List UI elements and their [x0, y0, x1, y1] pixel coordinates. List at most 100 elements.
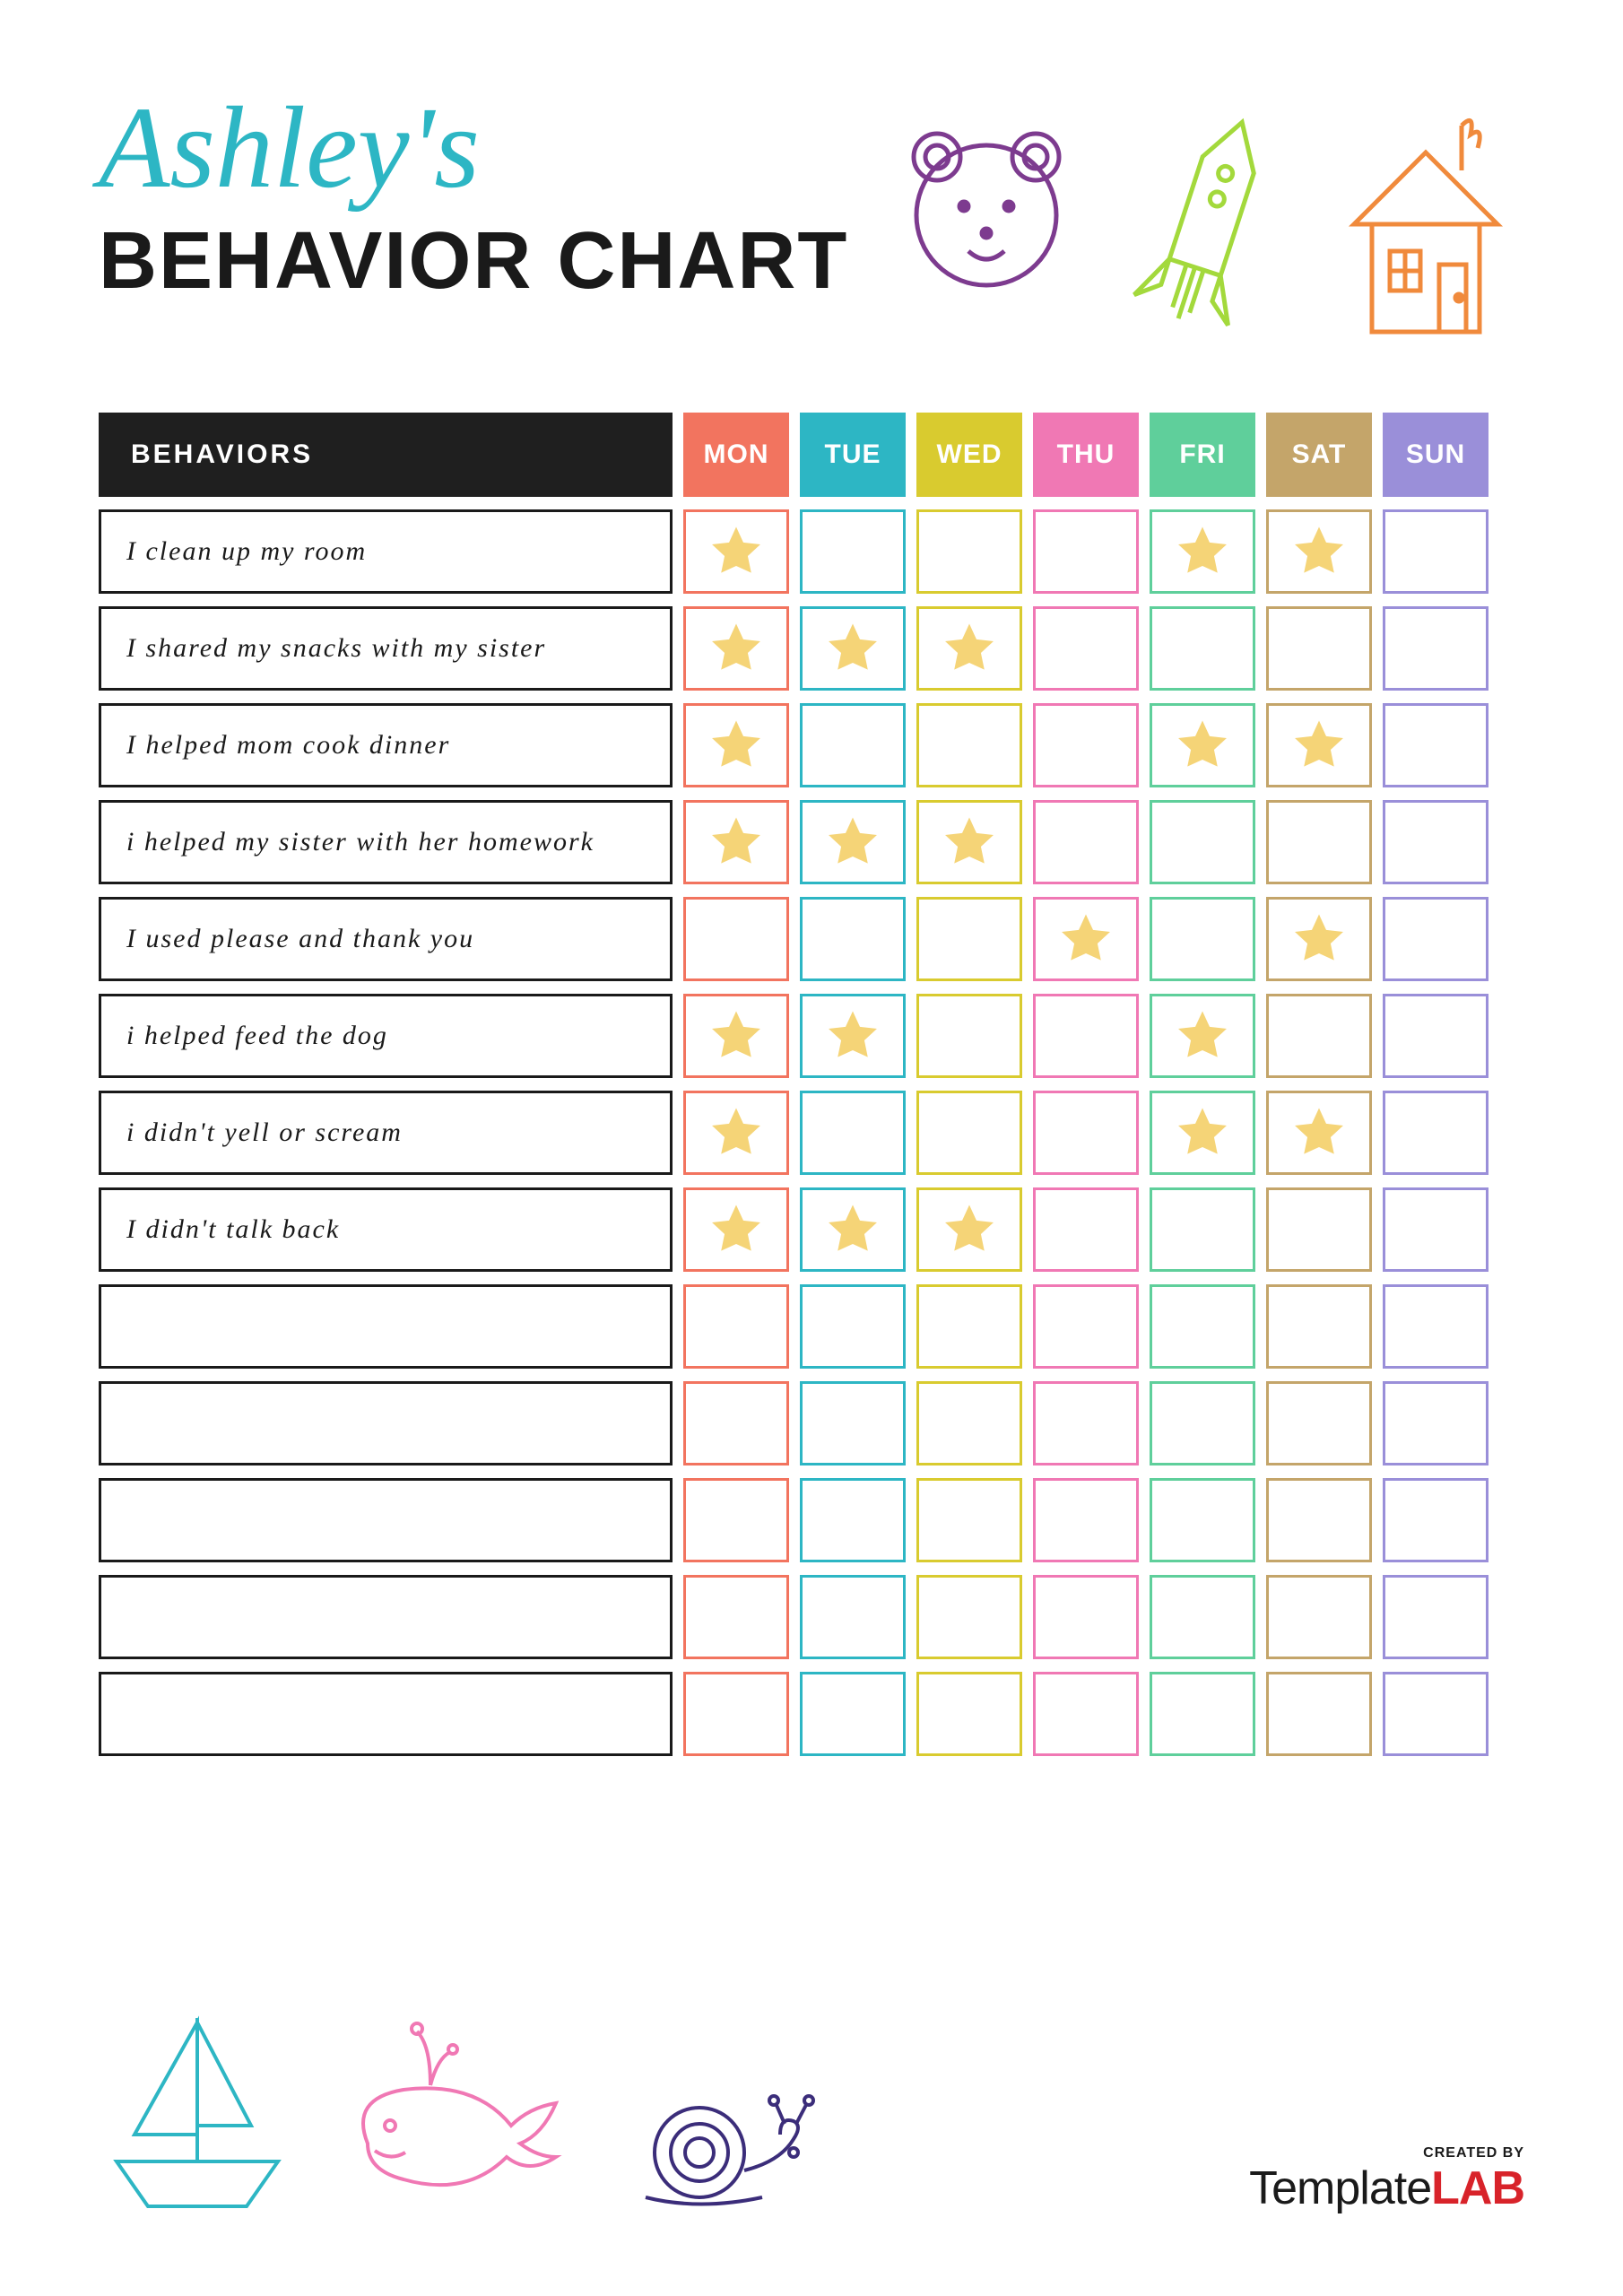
- day-cell[interactable]: [1033, 1672, 1139, 1756]
- day-cell[interactable]: [1383, 1091, 1488, 1175]
- day-cell[interactable]: [683, 1187, 789, 1272]
- day-cell[interactable]: [1266, 994, 1372, 1078]
- day-cell[interactable]: [1033, 1381, 1139, 1465]
- day-cell[interactable]: [1150, 1284, 1255, 1369]
- day-cell[interactable]: [1266, 1187, 1372, 1272]
- day-cell[interactable]: [683, 1284, 789, 1369]
- day-cell[interactable]: [683, 1381, 789, 1465]
- day-cell[interactable]: [1383, 1284, 1488, 1369]
- day-cell[interactable]: [683, 703, 789, 787]
- day-cell[interactable]: [1383, 897, 1488, 981]
- day-cell[interactable]: [1033, 897, 1139, 981]
- day-cell[interactable]: [683, 509, 789, 594]
- day-cell[interactable]: [800, 994, 906, 1078]
- day-cell[interactable]: [1266, 1284, 1372, 1369]
- day-cell[interactable]: [1266, 606, 1372, 691]
- day-cell[interactable]: [916, 994, 1022, 1078]
- day-cell[interactable]: [1033, 1091, 1139, 1175]
- day-cell[interactable]: [1150, 1672, 1255, 1756]
- day-cell[interactable]: [800, 800, 906, 884]
- day-cell[interactable]: [800, 509, 906, 594]
- day-cell[interactable]: [1266, 1478, 1372, 1562]
- day-cell[interactable]: [916, 1187, 1022, 1272]
- day-cell[interactable]: [1150, 800, 1255, 884]
- day-cell[interactable]: [1150, 509, 1255, 594]
- day-cell[interactable]: [683, 994, 789, 1078]
- day-cell[interactable]: [1033, 1187, 1139, 1272]
- day-cell[interactable]: [800, 606, 906, 691]
- child-name: Ashley's: [99, 90, 848, 206]
- day-cell[interactable]: [1266, 1575, 1372, 1659]
- day-cell[interactable]: [1266, 1381, 1372, 1465]
- behavior-label: I used please and thank you: [99, 897, 673, 981]
- day-cell[interactable]: [916, 1381, 1022, 1465]
- chart-title: BEHAVIOR CHART: [99, 215, 848, 308]
- behavior-row: I used please and thank you: [99, 897, 1524, 981]
- day-cell[interactable]: [1383, 1478, 1488, 1562]
- day-cell[interactable]: [800, 1672, 906, 1756]
- day-cell[interactable]: [800, 1381, 906, 1465]
- day-cell[interactable]: [1033, 800, 1139, 884]
- day-cell[interactable]: [1266, 1091, 1372, 1175]
- day-cell[interactable]: [916, 1284, 1022, 1369]
- day-cell[interactable]: [1266, 1672, 1372, 1756]
- day-cell[interactable]: [800, 1478, 906, 1562]
- day-cell[interactable]: [800, 1187, 906, 1272]
- day-cell[interactable]: [1266, 800, 1372, 884]
- day-cell[interactable]: [683, 1575, 789, 1659]
- day-cell[interactable]: [916, 897, 1022, 981]
- day-cell[interactable]: [683, 1091, 789, 1175]
- day-cell[interactable]: [1033, 1575, 1139, 1659]
- day-cell[interactable]: [800, 703, 906, 787]
- day-cell[interactable]: [1266, 703, 1372, 787]
- day-cell[interactable]: [916, 703, 1022, 787]
- star-icon: [823, 619, 882, 678]
- day-cell[interactable]: [1033, 1478, 1139, 1562]
- day-cell[interactable]: [683, 1478, 789, 1562]
- day-cell[interactable]: [1150, 1381, 1255, 1465]
- day-cell[interactable]: [1266, 897, 1372, 981]
- day-cell[interactable]: [1383, 800, 1488, 884]
- day-cell[interactable]: [1150, 1187, 1255, 1272]
- day-cell[interactable]: [683, 897, 789, 981]
- day-cell[interactable]: [1383, 509, 1488, 594]
- behavior-label: I shared my snacks with my sister: [99, 606, 673, 691]
- day-cell[interactable]: [683, 800, 789, 884]
- day-cell[interactable]: [1150, 1478, 1255, 1562]
- day-cell[interactable]: [1033, 606, 1139, 691]
- day-cell[interactable]: [916, 509, 1022, 594]
- day-cell[interactable]: [916, 1575, 1022, 1659]
- behaviors-header: BEHAVIORS: [99, 413, 673, 497]
- behavior-label: [99, 1284, 673, 1369]
- day-cell[interactable]: [683, 606, 789, 691]
- day-cell[interactable]: [916, 800, 1022, 884]
- day-cell[interactable]: [800, 897, 906, 981]
- day-cell[interactable]: [916, 606, 1022, 691]
- day-cell[interactable]: [1266, 509, 1372, 594]
- day-cell[interactable]: [1150, 703, 1255, 787]
- day-cell[interactable]: [1383, 606, 1488, 691]
- day-cell[interactable]: [1150, 606, 1255, 691]
- day-cell[interactable]: [1383, 994, 1488, 1078]
- day-cell[interactable]: [1033, 994, 1139, 1078]
- day-cell[interactable]: [800, 1575, 906, 1659]
- day-cell[interactable]: [1150, 1575, 1255, 1659]
- day-cell[interactable]: [1033, 1284, 1139, 1369]
- day-cell[interactable]: [916, 1091, 1022, 1175]
- day-cell[interactable]: [1383, 703, 1488, 787]
- day-cell[interactable]: [1383, 1381, 1488, 1465]
- day-cell[interactable]: [800, 1091, 906, 1175]
- day-cell[interactable]: [1150, 1091, 1255, 1175]
- day-cell[interactable]: [1033, 509, 1139, 594]
- day-cell[interactable]: [1033, 703, 1139, 787]
- star-icon: [707, 522, 766, 581]
- day-cell[interactable]: [916, 1478, 1022, 1562]
- day-cell[interactable]: [1383, 1672, 1488, 1756]
- day-cell[interactable]: [916, 1672, 1022, 1756]
- day-cell[interactable]: [683, 1672, 789, 1756]
- day-cell[interactable]: [800, 1284, 906, 1369]
- day-cell[interactable]: [1383, 1187, 1488, 1272]
- day-cell[interactable]: [1150, 897, 1255, 981]
- day-cell[interactable]: [1150, 994, 1255, 1078]
- day-cell[interactable]: [1383, 1575, 1488, 1659]
